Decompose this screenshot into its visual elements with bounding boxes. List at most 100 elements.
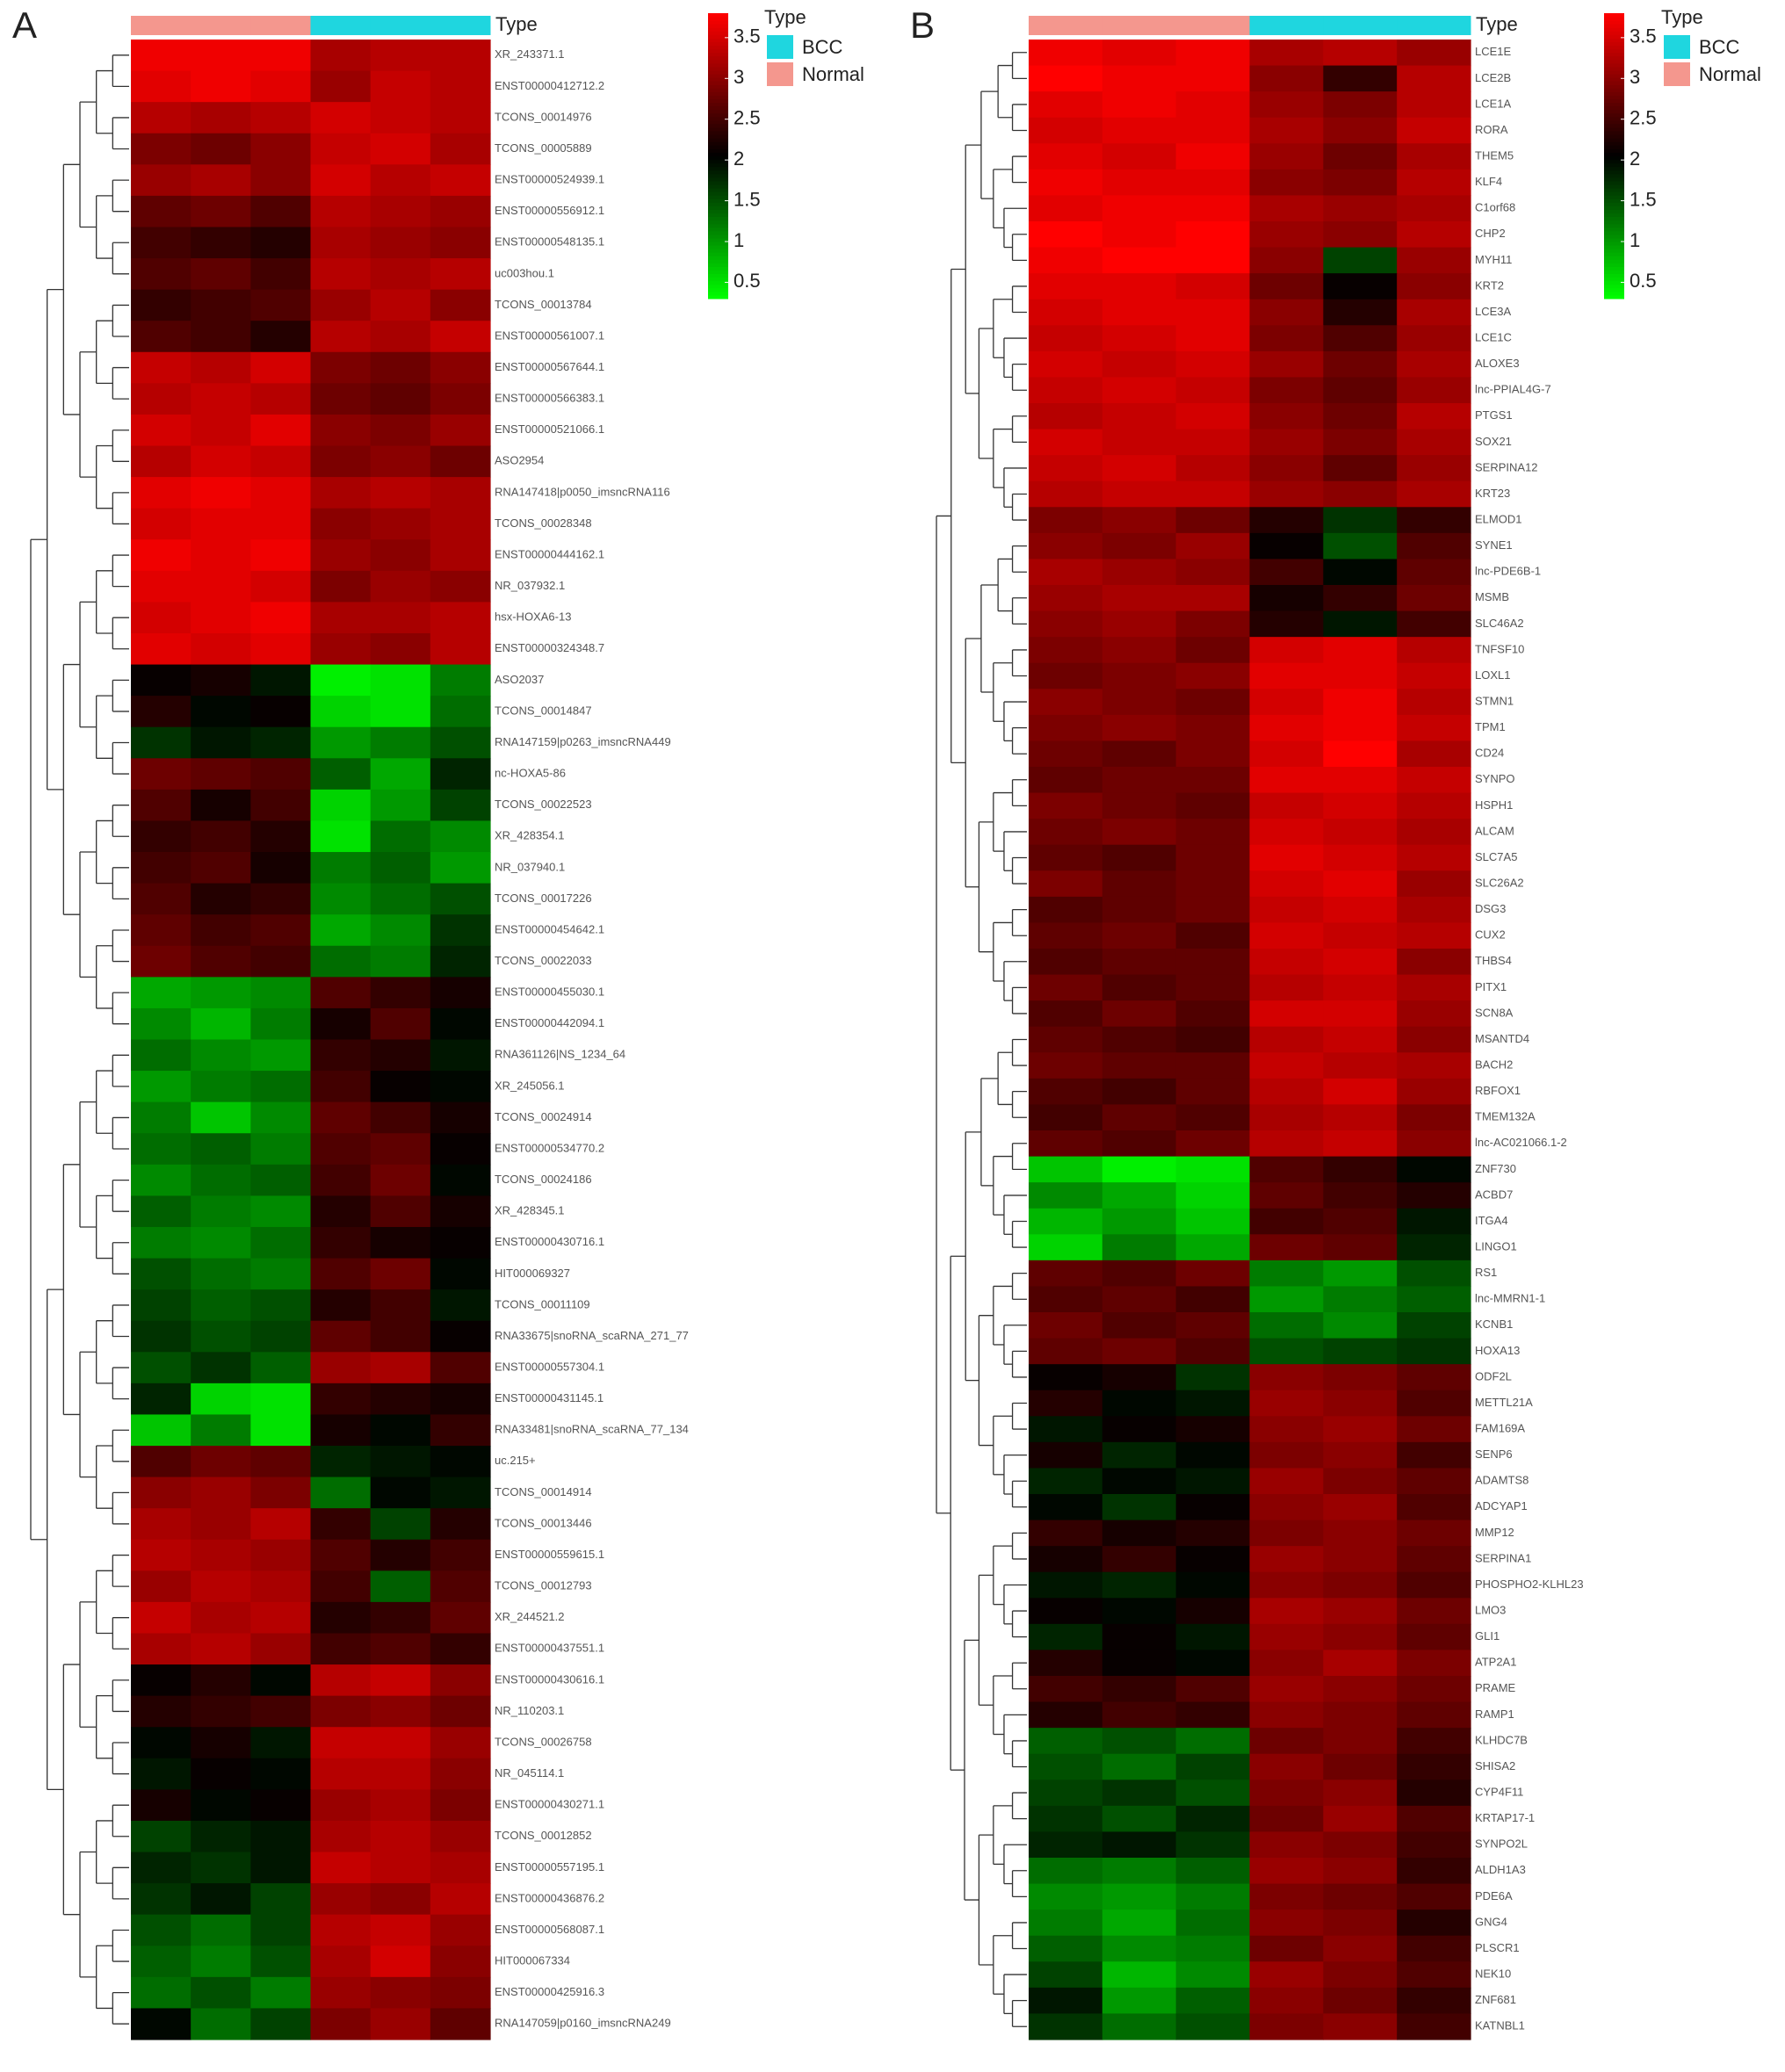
- annotation-cell: [131, 16, 192, 35]
- row-label: MMP12: [1475, 1526, 1514, 1539]
- heatmap-cell: [131, 539, 192, 572]
- colorbar-segment: [1604, 27, 1624, 32]
- row-label: NR_045114.1: [495, 1766, 564, 1780]
- colorbar-segment: [1604, 227, 1624, 232]
- row-label: SYNE1: [1475, 538, 1513, 552]
- heatmap-cell: [250, 1976, 312, 2010]
- heatmap-cell: [131, 1976, 192, 2010]
- colorbar-segment: [708, 216, 728, 221]
- colorbar-segment: [708, 62, 728, 68]
- heatmap-cell: [1397, 1831, 1471, 1859]
- row-label: ENST00000431145.1: [495, 1391, 603, 1404]
- row-label: LCE2B: [1475, 71, 1511, 84]
- heatmap-cell: [310, 1789, 372, 1822]
- heatmap-cell: [1175, 1286, 1251, 1313]
- colorbar-segment: [1604, 55, 1624, 61]
- heatmap-cell: [1249, 195, 1324, 222]
- heatmap-cell: [310, 789, 372, 822]
- heatmap-cell: [310, 977, 372, 1009]
- heatmap-cell: [1175, 1883, 1251, 1910]
- colorbar-segment: [708, 166, 728, 171]
- row-label: ATP2A1: [1475, 1656, 1516, 1669]
- heatmap-cell: [1175, 610, 1251, 638]
- heatmap-cell: [1249, 1026, 1324, 1053]
- heatmap-cell: [1397, 1364, 1471, 1391]
- heatmap-cell: [191, 1383, 251, 1416]
- heatmap-cell: [1175, 1780, 1251, 1807]
- colorbar-segment: [708, 141, 728, 146]
- heatmap-cell: [1102, 637, 1177, 664]
- colorbar-segment: [1604, 138, 1624, 142]
- heatmap-cell: [250, 852, 312, 884]
- row-label: FAM169A: [1475, 1422, 1525, 1435]
- heatmap-cell: [131, 227, 192, 259]
- heatmap-cell: [1249, 767, 1324, 794]
- row-label: ODF2L: [1475, 1369, 1512, 1383]
- heatmap-cell: [1102, 1234, 1177, 1261]
- heatmap-cell: [1323, 2013, 1398, 2040]
- heatmap-cell: [1397, 1416, 1471, 1443]
- heatmap-cell: [1323, 1987, 1398, 2015]
- heatmap-cell: [370, 664, 431, 697]
- heatmap-cell: [1029, 974, 1103, 1001]
- heatmap-cell: [1029, 221, 1103, 249]
- annotation-cell: [1175, 16, 1250, 35]
- row-label: ENST00000568087.1: [495, 1923, 604, 1936]
- heatmap-cell: [1175, 1416, 1251, 1443]
- heatmap-cell: [1397, 1338, 1471, 1365]
- heatmap-cell: [1323, 429, 1398, 456]
- row-label: BACH2: [1475, 1058, 1513, 1072]
- heatmap-cell: [1323, 949, 1398, 976]
- heatmap-cell: [1175, 1052, 1251, 1079]
- row-label: SERPINA12: [1475, 460, 1538, 473]
- heatmap-cell: [310, 726, 372, 759]
- heatmap-cell: [370, 1695, 431, 1728]
- row-label: TCONS_00014976: [495, 110, 592, 123]
- colorbar-segment: [708, 127, 728, 132]
- heatmap-cell: [1102, 143, 1177, 170]
- heatmap-cell: [1323, 1000, 1398, 1028]
- heatmap-cell: [1397, 1858, 1471, 1885]
- heatmap-cell: [1175, 1364, 1251, 1391]
- row-label: TCONS_00017226: [495, 892, 592, 905]
- heatmap-cell: [1175, 1104, 1251, 1131]
- heatmap-cell: [131, 1789, 192, 1822]
- colorbar-segment: [708, 249, 728, 253]
- heatmap-cell: [1397, 844, 1471, 871]
- heatmap-cell: [191, 1133, 251, 1166]
- colorbar-segment: [708, 220, 728, 225]
- colorbar-segment: [1604, 170, 1624, 175]
- heatmap-cell: [370, 1414, 431, 1447]
- heatmap-cell: [1029, 610, 1103, 638]
- heatmap-cell: [250, 1664, 312, 1697]
- heatmap-cell: [1175, 1468, 1251, 1495]
- heatmap-cell: [250, 351, 312, 384]
- colorbar-segment: [1604, 152, 1624, 156]
- heatmap-cell: [1175, 1728, 1251, 1755]
- heatmap-cell: [1323, 273, 1398, 300]
- heatmap-cell: [131, 570, 192, 603]
- colorbar-segment: [708, 20, 728, 25]
- heatmap-cell: [430, 102, 491, 134]
- colorbar-segment: [1604, 249, 1624, 253]
- row-label: ENST00000437551.1: [495, 1642, 604, 1655]
- row-label: ALCAM: [1475, 824, 1514, 837]
- row-label: ACBD7: [1475, 1188, 1513, 1201]
- heatmap-cell: [1029, 429, 1103, 456]
- heatmap-cell: [1102, 1571, 1177, 1599]
- row-label: STMN1: [1475, 695, 1514, 708]
- heatmap-cell: [1323, 1883, 1398, 1910]
- heatmap-cell: [1323, 507, 1398, 534]
- heatmap-cell: [131, 1289, 192, 1322]
- heatmap-cell: [1249, 169, 1324, 197]
- heatmap-cell: [1029, 1390, 1103, 1417]
- heatmap-cell: [1029, 1961, 1103, 1989]
- heatmap-cell: [370, 227, 431, 259]
- heatmap-cell: [1249, 40, 1324, 67]
- heatmap-cell: [1175, 1571, 1251, 1599]
- legend-label: BCC: [1699, 36, 1740, 58]
- heatmap-cell: [310, 1570, 372, 1603]
- heatmap-cell: [131, 258, 192, 291]
- heatmap-cell: [191, 70, 251, 103]
